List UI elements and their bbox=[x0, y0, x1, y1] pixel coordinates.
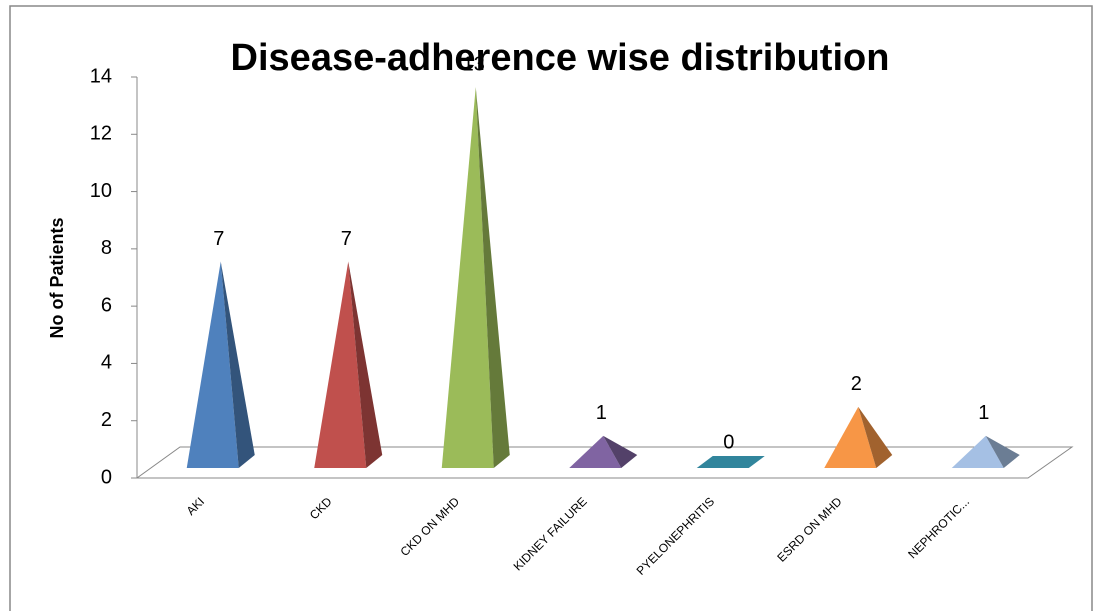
y-tick-label: 0 bbox=[101, 466, 112, 488]
pyramid bbox=[824, 406, 893, 468]
x-tick-label: NEPHROTIC... bbox=[905, 494, 972, 561]
data-label: 13 bbox=[463, 53, 485, 75]
y-tick-label: 10 bbox=[90, 180, 112, 202]
y-tick-label: 6 bbox=[101, 294, 112, 316]
x-tick-label: AKI bbox=[184, 494, 208, 518]
y-tick-label: 2 bbox=[101, 409, 112, 431]
y-tick-label: 4 bbox=[101, 352, 112, 374]
data-label: 1 bbox=[596, 402, 607, 424]
x-tick-label: CKD bbox=[307, 494, 335, 522]
x-tick-label: CKD ON MHD bbox=[398, 494, 463, 559]
chart-title: Disease-adherence wise distribution bbox=[231, 37, 890, 79]
chart-frame bbox=[9, 5, 1093, 611]
pyramid bbox=[186, 261, 255, 468]
data-label: 0 bbox=[723, 431, 734, 453]
pyramid bbox=[441, 87, 510, 469]
data-label: 7 bbox=[213, 228, 224, 250]
data-label: 2 bbox=[851, 373, 862, 395]
floor bbox=[135, 446, 1074, 479]
data-label: 1 bbox=[978, 402, 989, 424]
pyramid bbox=[569, 435, 638, 468]
pyramid bbox=[314, 261, 383, 468]
data-label: 7 bbox=[341, 228, 352, 250]
y-axis-label: No of Patients bbox=[47, 217, 67, 338]
y-tick-label: 8 bbox=[101, 237, 112, 259]
pyramid bbox=[696, 456, 765, 468]
x-tick-label: ESRD ON MHD bbox=[774, 494, 844, 564]
y-tick-label: 12 bbox=[90, 123, 112, 145]
x-tick-label: PYELONEPHRITIS bbox=[634, 494, 717, 577]
y-tick-label: 14 bbox=[90, 65, 112, 87]
pyramid bbox=[951, 435, 1020, 468]
x-tick-label: KIDNEY FAILURE bbox=[511, 494, 590, 573]
